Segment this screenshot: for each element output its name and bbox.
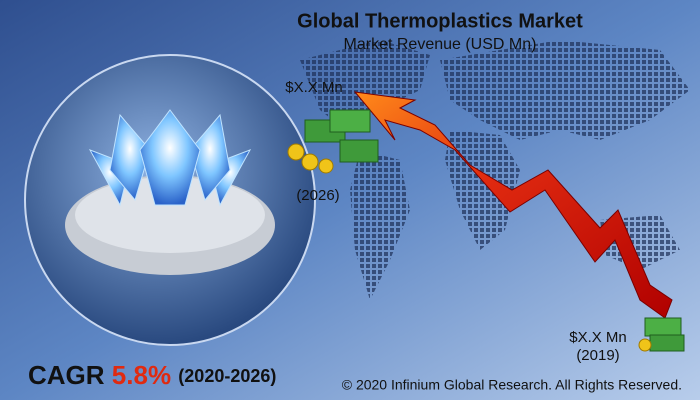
cagr-period: (2020-2026) — [178, 366, 276, 386]
crystal — [88, 109, 252, 207]
cagr-label: CAGR — [28, 360, 105, 390]
end-value: $X.X Mn — [285, 79, 343, 96]
copyright: © 2020 Infinium Global Research. All Rig… — [342, 377, 682, 393]
cagr-value: 5.8% — [112, 360, 171, 390]
money-2019 — [638, 317, 685, 352]
end-year: (2026) — [296, 187, 339, 204]
money-2026 — [287, 109, 379, 174]
start-value: $X.X Mn — [569, 329, 627, 346]
title: Global Thermoplastics Market — [297, 10, 583, 32]
start-year: (2019) — [576, 347, 619, 364]
cagr-text: CAGR 5.8% (2020-2026) — [28, 360, 276, 390]
world-map — [300, 40, 690, 300]
subtitle: Market Revenue (USD Mn) — [344, 36, 537, 53]
growth-arrow — [353, 91, 673, 319]
